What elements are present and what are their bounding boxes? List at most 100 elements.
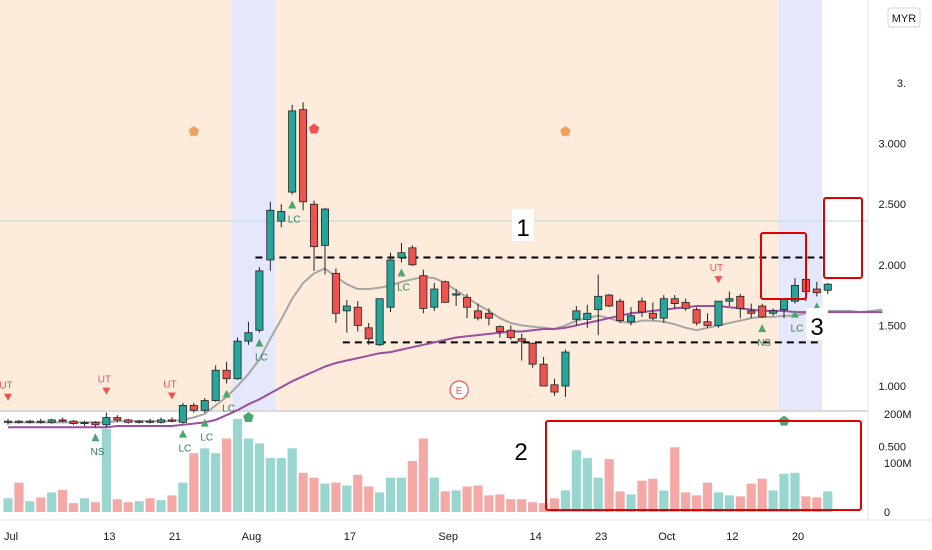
candle-body xyxy=(113,417,122,421)
volume-bar xyxy=(243,438,254,512)
candle xyxy=(178,402,187,424)
candle xyxy=(167,417,176,423)
time-tick-label: Sep xyxy=(438,531,458,543)
candle xyxy=(222,361,231,384)
candle xyxy=(539,356,548,387)
price-tick-label: 2.000 xyxy=(878,260,906,272)
candle-body xyxy=(299,109,308,203)
time-tick-label: 20 xyxy=(792,531,804,543)
candle-body xyxy=(342,305,351,312)
volume-bar xyxy=(691,495,702,512)
candle-body xyxy=(616,300,625,321)
candle xyxy=(659,295,668,323)
candle-body xyxy=(572,310,581,320)
volume-bar xyxy=(670,447,680,512)
candle-body xyxy=(725,298,734,302)
signal-arrow-up-icon xyxy=(397,268,406,277)
shaded-region xyxy=(0,0,233,410)
candle-body xyxy=(605,294,614,307)
signal-label: UT xyxy=(163,380,176,391)
candle-body xyxy=(331,272,340,314)
volume-bar xyxy=(823,491,833,512)
volume-tick-label: 100M xyxy=(884,458,912,470)
volume-bar xyxy=(211,453,221,512)
volume-bar xyxy=(768,490,778,512)
shaded-region xyxy=(778,0,823,410)
candle xyxy=(408,245,417,267)
candle-body xyxy=(408,247,417,266)
candle xyxy=(47,418,56,424)
volume-bar xyxy=(167,495,177,512)
axes: 3. 3.000 2.500 2.000 1.500 1.000 0.500 200M 100M… xyxy=(0,78,932,543)
highlight-box-recent xyxy=(823,197,863,279)
candle xyxy=(277,204,286,228)
price-tick-label: 2.500 xyxy=(878,199,906,211)
time-tick-label: 12 xyxy=(726,531,738,543)
candle xyxy=(135,419,144,424)
price-tick-label: 3.000 xyxy=(878,139,906,151)
annotations: 1 2 3 xyxy=(510,209,828,466)
candle-body xyxy=(353,306,362,326)
candle-body xyxy=(463,297,472,308)
volume-bar xyxy=(560,490,571,512)
signal-arrow-up-icon xyxy=(222,389,231,398)
candle xyxy=(36,418,45,424)
gridlines xyxy=(0,0,869,520)
candle-body xyxy=(397,252,406,258)
candle xyxy=(266,201,275,271)
volume-bars[interactable] xyxy=(3,418,833,512)
candle xyxy=(637,297,646,317)
signal-label: NS xyxy=(757,338,771,349)
volume-bar xyxy=(287,448,297,512)
volume-bar xyxy=(254,443,264,512)
candle-body xyxy=(539,363,548,387)
annotation-background xyxy=(806,308,828,340)
candle-body xyxy=(473,310,482,319)
candle xyxy=(648,302,657,321)
candle-body xyxy=(157,419,166,423)
candle xyxy=(233,337,242,380)
volume-bar xyxy=(451,490,461,512)
candle-body xyxy=(528,343,537,365)
candle xyxy=(812,281,821,297)
annotation-number: 3 xyxy=(810,314,823,341)
candle xyxy=(200,398,209,413)
candle xyxy=(441,280,450,303)
volume-bar xyxy=(134,501,144,512)
time-tick-label: 23 xyxy=(595,531,607,543)
candle-body xyxy=(135,420,144,423)
signal-label: LC xyxy=(255,353,268,364)
volume-bar xyxy=(90,502,101,512)
candle-body xyxy=(441,281,450,303)
volume-bar xyxy=(757,478,767,512)
candle xyxy=(594,274,603,336)
currency-badge[interactable]: MYR xyxy=(887,7,921,28)
volume-bar xyxy=(440,491,450,512)
candle xyxy=(681,298,690,311)
volume-bar xyxy=(25,501,35,512)
time-tick-label: 17 xyxy=(344,531,356,543)
candle xyxy=(189,402,198,413)
volume-bar xyxy=(779,473,789,512)
candle-body xyxy=(244,332,253,342)
candle xyxy=(473,303,482,321)
candle-body xyxy=(681,301,690,309)
candle-body xyxy=(146,420,155,423)
volume-bar xyxy=(200,448,210,512)
candle xyxy=(397,242,406,263)
candle-body xyxy=(517,338,526,342)
candle xyxy=(255,267,264,333)
candle xyxy=(244,321,253,345)
volume-bar xyxy=(156,500,166,512)
signal-arrow-up-icon xyxy=(178,429,187,438)
candle-body xyxy=(758,305,767,318)
price-tick-label: 3. xyxy=(897,78,906,90)
candle xyxy=(714,300,723,328)
candle xyxy=(583,304,592,328)
volume-bar xyxy=(473,485,483,512)
volume-bar xyxy=(407,461,418,512)
candle-body xyxy=(189,404,198,411)
time-tick-label: 14 xyxy=(530,531,542,543)
volume-bar xyxy=(746,483,756,512)
